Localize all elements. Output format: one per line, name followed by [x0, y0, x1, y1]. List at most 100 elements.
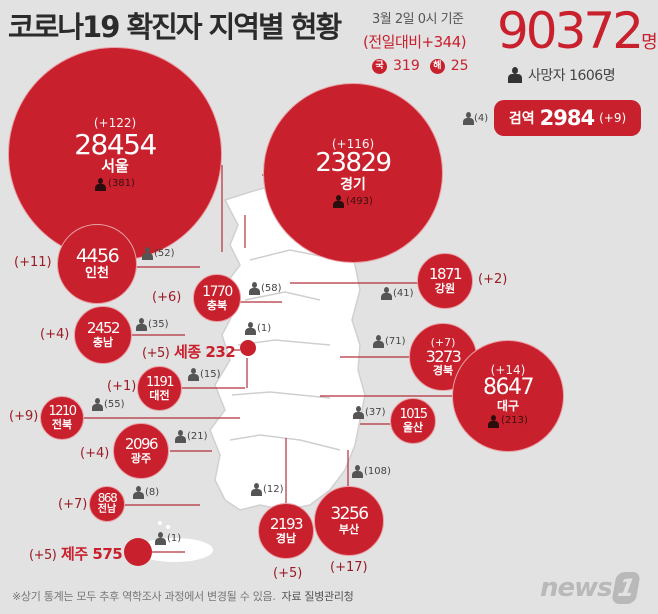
- gangwon-deaths-value: (41): [393, 288, 414, 299]
- gyeongnam-change: (+5): [273, 566, 303, 581]
- jeonbuk-deaths: (55): [92, 398, 125, 411]
- busan-change: (+17): [330, 560, 368, 575]
- person-icon: [245, 322, 256, 335]
- daejeon-deaths-value: (15): [200, 369, 221, 380]
- chungbuk-change: (+6): [152, 290, 182, 305]
- region-change: (+122): [93, 116, 137, 131]
- bubble-seoul: (+122) 28454 서울 (381): [8, 47, 222, 261]
- region-name: 서울: [101, 157, 129, 176]
- basis-time: 3월 2일 0시 기준: [372, 12, 464, 27]
- bubble-incheon: 4456 인천: [57, 224, 137, 304]
- bubble-gangwon: 1871 강원: [417, 253, 473, 309]
- region-name: 강원: [434, 282, 456, 296]
- region-deaths-value: (493): [346, 195, 373, 207]
- bubble-jeju: [124, 538, 152, 566]
- gyeongbuk-deaths-value: (71): [385, 336, 406, 347]
- sejong-change: (+5): [142, 346, 170, 361]
- footer-note-text: ※상기 통계는 모두 추후 역학조사 과정에서 변경될 수 있음.: [12, 590, 276, 603]
- region-cases: 1770: [202, 283, 233, 300]
- total-deaths-label: 사망자 1606명: [528, 68, 616, 84]
- quarantine-count: 2984: [539, 106, 595, 130]
- total-cases: 90372명: [497, 2, 658, 60]
- chungbuk-deaths: (58): [249, 282, 282, 295]
- total-deaths: 사망자 1606명: [508, 65, 616, 85]
- quarantine-label: 검역: [508, 111, 535, 127]
- region-cases: 3256: [330, 504, 369, 525]
- jeju-name: 제주: [61, 545, 88, 563]
- daily-change: (전일대비+344): [363, 33, 467, 51]
- daejeon-change: (+1): [107, 379, 137, 394]
- person-icon: [175, 430, 186, 443]
- region-name: 전북: [51, 418, 73, 432]
- sejong-name: 세종: [174, 343, 201, 361]
- region-name: 충북: [206, 298, 228, 312]
- person-icon: [136, 318, 147, 331]
- incheon-deaths: (52): [142, 247, 175, 260]
- jeju-change: (+5): [29, 548, 57, 563]
- logo-text: news: [540, 573, 613, 603]
- page-title: 코로나19 확진자 지역별 현황: [8, 10, 342, 44]
- gwangju-deaths: (21): [175, 430, 208, 443]
- bubble-daegu: (+14) 8647 대구 (213): [452, 340, 564, 452]
- region-name: 대구: [496, 398, 520, 413]
- bubble-busan: 3256 부산: [314, 486, 384, 556]
- total-cases-number: 90372: [497, 2, 644, 60]
- gyeongnam-deaths-value: (12): [263, 484, 284, 495]
- incheon-deaths-value: (52): [154, 248, 175, 259]
- region-cases: 2452: [86, 319, 121, 338]
- gangwon-deaths: (41): [381, 287, 414, 300]
- region-deaths: (381): [95, 177, 135, 191]
- person-icon: [95, 177, 107, 191]
- region-name: 경남: [275, 532, 297, 546]
- chungbuk-deaths-value: (58): [261, 283, 282, 294]
- region-cases: 868: [97, 491, 118, 506]
- gyeongbuk-deaths: (71): [373, 335, 406, 348]
- region-name: 광주: [130, 452, 152, 466]
- busan-deaths: (108): [352, 465, 391, 478]
- region-deaths: (213): [488, 415, 528, 429]
- domestic-overseas-split: 국 319 해 25: [372, 58, 469, 74]
- domestic-badge: 국: [372, 58, 387, 74]
- quarantine-box: 검역 2984 (+9): [494, 100, 641, 136]
- sejong-cases: 232: [205, 343, 236, 361]
- region-deaths: (493): [333, 195, 373, 209]
- quarantine-deaths-value: (4): [474, 113, 489, 124]
- person-icon: [381, 287, 392, 300]
- quarantine-deaths: (4): [463, 112, 488, 125]
- ulsan-deaths-value: (37): [365, 407, 386, 418]
- person-icon: [92, 398, 103, 411]
- region-cases: 28454: [74, 127, 157, 161]
- gyeongnam-deaths: (12): [251, 483, 284, 496]
- jeonnam-deaths-value: (8): [145, 487, 160, 498]
- person-icon: [188, 368, 199, 381]
- jeonbuk-change: (+9): [9, 409, 39, 424]
- bubble-gwangju: 2096 광주: [113, 423, 169, 479]
- region-cases: 1015: [399, 407, 428, 423]
- person-icon: [463, 112, 474, 125]
- gangwon-change: (+2): [478, 272, 508, 287]
- region-cases: 2096: [124, 435, 159, 454]
- overseas-count: 25: [450, 58, 469, 74]
- jeonnam-change: (+7): [58, 497, 88, 512]
- incheon-change: (+11): [14, 255, 52, 270]
- region-name: 대전: [149, 388, 170, 402]
- person-icon: [508, 67, 522, 83]
- jeju-label: (+5) 제주 575: [29, 543, 123, 564]
- person-icon: [249, 282, 260, 295]
- bubble-sejong: [240, 340, 256, 356]
- person-icon: [133, 486, 144, 499]
- region-name: 부산: [338, 523, 360, 537]
- sejong-deaths-value: (1): [257, 323, 272, 334]
- news1-logo: news 1: [540, 572, 641, 604]
- person-icon: [142, 247, 153, 260]
- region-name: 충남: [92, 336, 114, 350]
- jeju-deaths-value: (1): [167, 533, 182, 544]
- logo-mark: 1: [610, 572, 641, 604]
- sejong-label: (+5) 세종 232: [142, 341, 236, 362]
- daejeon-deaths: (15): [188, 368, 221, 381]
- region-cases: 1191: [145, 374, 175, 390]
- ulsan-deaths: (37): [353, 406, 386, 419]
- quarantine-change: (+9): [599, 111, 627, 125]
- bubble-chungnam: 2452 충남: [74, 306, 132, 364]
